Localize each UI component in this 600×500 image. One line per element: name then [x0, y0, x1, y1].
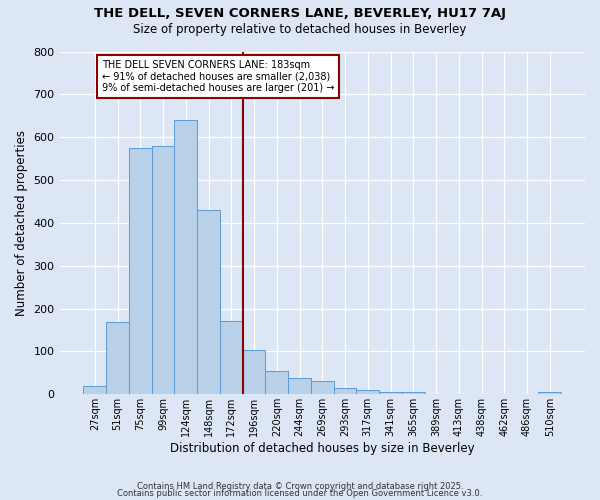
- Bar: [334, 388, 356, 394]
- Bar: [538, 392, 561, 394]
- Bar: [402, 392, 425, 394]
- Text: Contains HM Land Registry data © Crown copyright and database right 2025.: Contains HM Land Registry data © Crown c…: [137, 482, 463, 491]
- Bar: [311, 382, 334, 394]
- Y-axis label: Number of detached properties: Number of detached properties: [15, 130, 28, 316]
- Bar: [265, 370, 288, 394]
- Bar: [175, 120, 197, 394]
- Bar: [83, 386, 106, 394]
- Bar: [106, 322, 129, 394]
- Text: Contains public sector information licensed under the Open Government Licence v3: Contains public sector information licen…: [118, 490, 482, 498]
- Bar: [152, 146, 175, 394]
- Text: THE DELL, SEVEN CORNERS LANE, BEVERLEY, HU17 7AJ: THE DELL, SEVEN CORNERS LANE, BEVERLEY, …: [94, 8, 506, 20]
- Bar: [288, 378, 311, 394]
- Bar: [242, 350, 265, 395]
- Text: THE DELL SEVEN CORNERS LANE: 183sqm
← 91% of detached houses are smaller (2,038): THE DELL SEVEN CORNERS LANE: 183sqm ← 91…: [101, 60, 334, 94]
- Bar: [129, 148, 152, 394]
- Bar: [379, 392, 402, 394]
- X-axis label: Distribution of detached houses by size in Beverley: Distribution of detached houses by size …: [170, 442, 475, 455]
- Bar: [356, 390, 379, 394]
- Bar: [220, 322, 242, 394]
- Text: Size of property relative to detached houses in Beverley: Size of property relative to detached ho…: [133, 22, 467, 36]
- Bar: [197, 210, 220, 394]
